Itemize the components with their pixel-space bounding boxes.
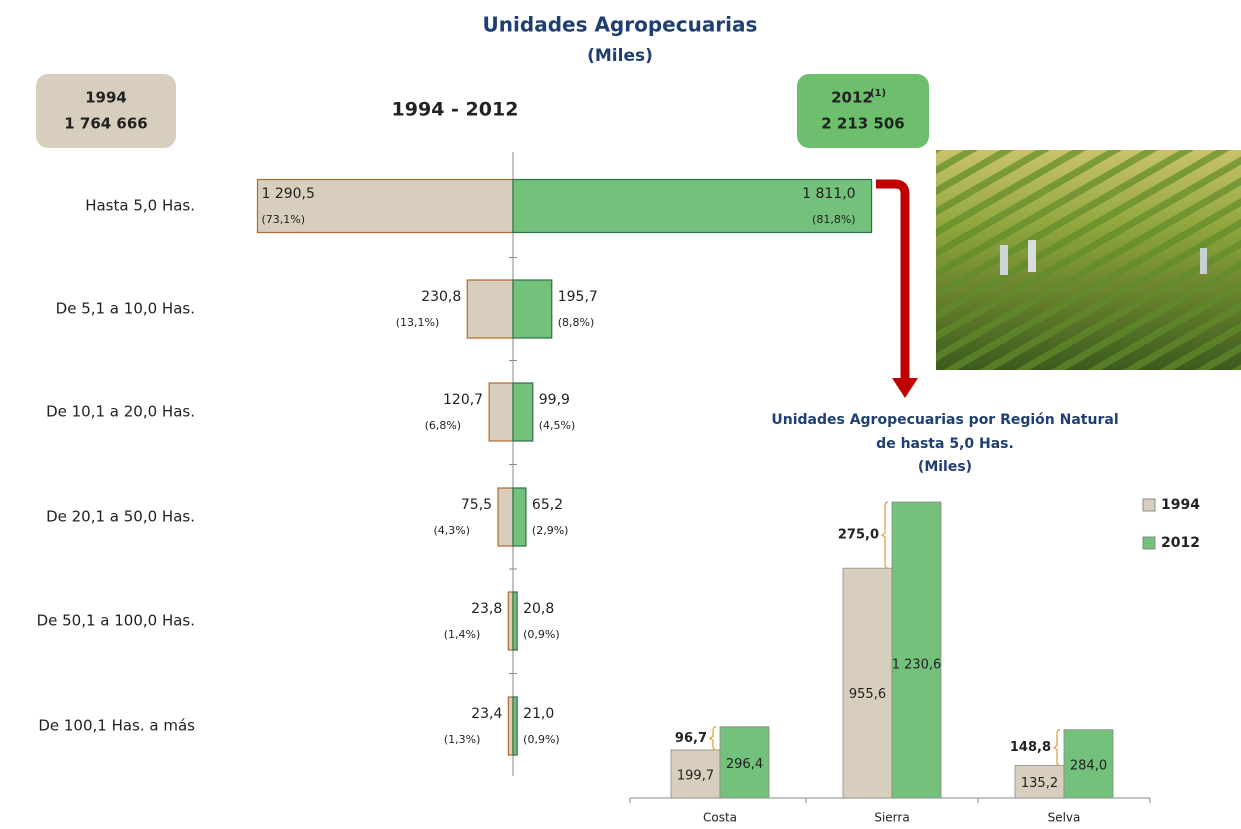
share-label: (0,9%): [523, 628, 560, 641]
difference-label: 148,8: [1010, 740, 1051, 755]
category-label: Hasta 5,0 Has.: [85, 197, 195, 215]
bar: [512, 487, 527, 547]
value-label: 199,7: [677, 768, 714, 783]
bar: [512, 279, 553, 339]
value-label: 23,4: [471, 706, 502, 722]
arrow: [876, 179, 910, 380]
category-label: De 5,1 a 10,0 Has.: [56, 300, 195, 318]
share-label: (6,8%): [425, 419, 462, 432]
value-label: 20,8: [523, 601, 554, 617]
value-label: 296,4: [726, 757, 763, 772]
box-2012: [797, 74, 929, 148]
bar: [256, 178, 514, 234]
bar: [497, 487, 514, 547]
box-year: 2012: [831, 89, 873, 107]
bar: [512, 591, 518, 651]
x-tick-label: Sierra: [874, 811, 909, 825]
category-label: De 50,1 a 100,0 Has.: [37, 612, 195, 630]
category-label: De 20,1 a 50,0 Has.: [46, 508, 195, 526]
share-label: (0,9%): [523, 733, 560, 746]
difference-bracket: [1052, 729, 1061, 767]
bar: [670, 749, 721, 799]
photo: [936, 150, 1241, 370]
category-label: De 10,1 a 20,0 Has.: [46, 403, 195, 421]
value-label: 75,5: [461, 497, 492, 513]
share-label: (4,5%): [539, 419, 576, 432]
share-label: (73,1%): [261, 213, 305, 226]
chart-subtitle: de hasta 5,0 Has.: [876, 436, 1014, 452]
value-label: 65,2: [532, 497, 563, 513]
bar: [512, 178, 873, 234]
chart-title: Unidades Agropecuarias por Región Natura…: [771, 412, 1118, 428]
bar: [507, 696, 514, 756]
chart-unit: (Miles): [918, 459, 972, 475]
value-label: 1 290,5: [261, 186, 314, 202]
value-label: 1 811,0: [802, 186, 855, 202]
value-label: 135,2: [1021, 776, 1058, 791]
legend-label: 1994: [1161, 497, 1200, 513]
chart-title: 1994 - 2012: [392, 99, 519, 121]
share-label: (2,9%): [532, 524, 569, 537]
value-label: 21,0: [523, 706, 554, 722]
share-label: (4,3%): [434, 524, 471, 537]
bar: [719, 726, 770, 799]
share-label: (81,8%): [812, 213, 856, 226]
x-tick-label: Selva: [1048, 811, 1081, 825]
difference-bracket: [880, 501, 889, 569]
bar: [891, 501, 942, 799]
legend-swatch: [1142, 498, 1156, 512]
bar: [466, 279, 514, 339]
subtitle: (Miles): [587, 46, 653, 66]
x-tick-label: Costa: [703, 811, 737, 825]
value-label: 230,8: [421, 289, 461, 305]
share-label: (1,4%): [444, 628, 481, 641]
box-total: 2 213 506: [821, 115, 905, 133]
difference-label: 275,0: [838, 528, 879, 543]
title: Unidades Agropecuarias: [483, 13, 758, 37]
value-label: 284,0: [1070, 758, 1107, 773]
box-total: 1 764 666: [64, 115, 148, 133]
share-label: (1,3%): [444, 733, 481, 746]
category-label: De 100,1 Has. a más: [38, 717, 195, 735]
value-label: 955,6: [849, 687, 886, 702]
arrow-head: [892, 378, 918, 398]
box-year: 1994: [85, 89, 127, 107]
difference-label: 96,7: [675, 731, 707, 746]
bar: [512, 382, 534, 442]
share-label: (13,1%): [396, 316, 440, 329]
value-label: 99,9: [539, 392, 570, 408]
bar: [842, 567, 893, 799]
value-label: 23,8: [471, 601, 502, 617]
legend-label: 2012: [1161, 535, 1200, 551]
bar: [488, 382, 514, 442]
box-1994: [36, 74, 176, 148]
bar: [1063, 729, 1114, 799]
box-note: (1): [870, 88, 886, 99]
bar: [507, 591, 514, 651]
value-label: 120,7: [443, 392, 483, 408]
share-label: (8,8%): [558, 316, 595, 329]
bar: [512, 696, 518, 756]
value-label: 195,7: [558, 289, 598, 305]
legend-swatch: [1142, 536, 1156, 550]
value-label: 1 230,6: [892, 657, 942, 672]
difference-bracket: [708, 726, 717, 751]
